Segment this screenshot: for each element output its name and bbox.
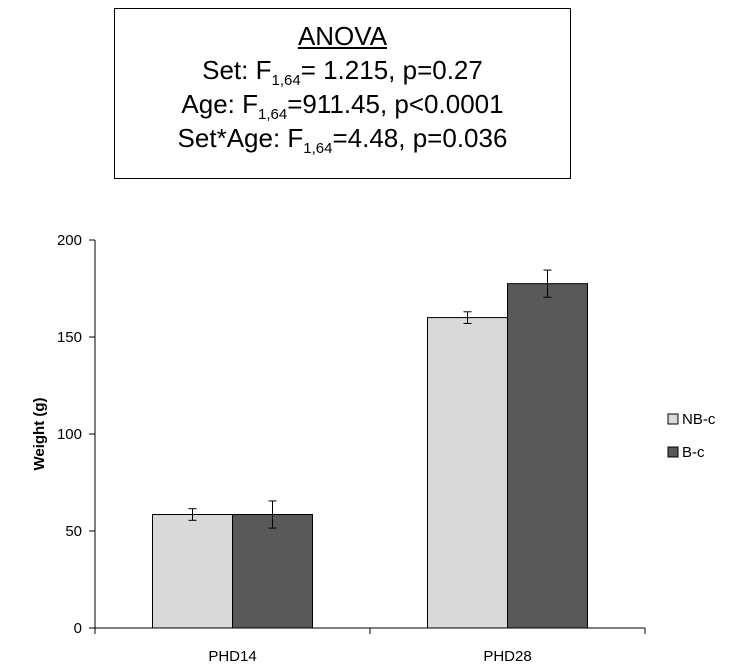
legend-label: B-c [682,444,705,461]
legend-swatch-nb-c [667,413,679,425]
bar-b-c-phd14 [232,514,313,629]
y-tick-label: 150 [57,329,82,346]
anova-box: ANOVA Set: F1,64= 1.215, p=0.27 Age: F1,… [114,8,571,179]
x-category-label: PHD28 [483,648,531,665]
legend-label: NB-c [682,411,716,428]
bar-nb-c-phd28 [427,317,508,629]
anova-line-setxage: Set*Age: F1,64=4.48, p=0.036 [177,123,508,157]
anova-title: ANOVA [297,21,388,51]
y-axis-label: Weight (g) [31,397,48,470]
bar-nb-c-phd14 [152,514,233,629]
x-category-label: PHD14 [208,648,256,665]
y-tick-label: 200 [57,232,82,249]
anova-line-age: Age: F1,64=911.45, p<0.0001 [181,89,504,123]
y-tick-label: 100 [57,426,82,443]
legend-swatch-b-c [667,446,679,458]
bar-b-c-phd28 [507,283,588,629]
y-tick-label: 0 [74,620,82,637]
anova-line-set: Set: F1,64= 1.215, p=0.27 [202,55,483,89]
y-tick-label: 50 [65,523,82,540]
